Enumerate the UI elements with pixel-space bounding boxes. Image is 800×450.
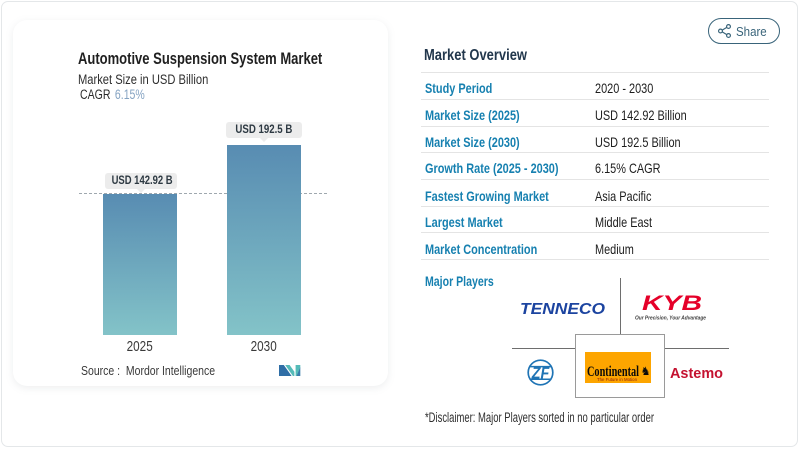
svg-text:The Future in Motion: The Future in Motion: [597, 377, 638, 382]
svg-text:ZF: ZF: [531, 365, 550, 383]
svg-text:Continental: Continental: [587, 364, 639, 380]
svg-text:KYB: KYB: [642, 292, 702, 315]
svg-text:♞: ♞: [641, 366, 651, 378]
svg-text:TENNECO: TENNECO: [520, 301, 606, 316]
svg-text:Our Precision, Your Advantage: Our Precision, Your Advantage: [635, 316, 706, 322]
svg-text:Astemo: Astemo: [670, 366, 723, 381]
